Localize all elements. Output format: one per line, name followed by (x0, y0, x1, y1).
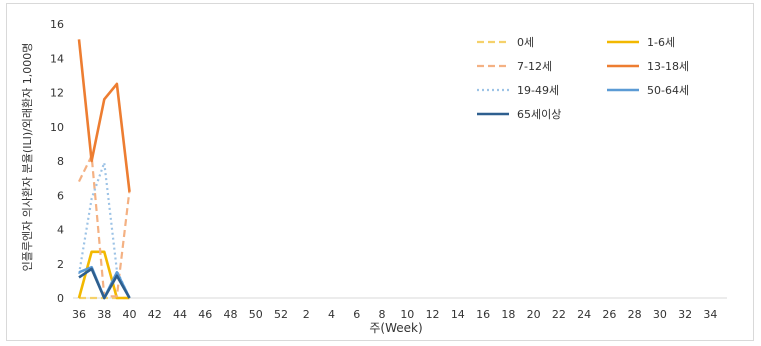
x-tick-label: 20 (527, 308, 541, 321)
x-axis-label: 주(Week) (369, 321, 422, 335)
x-tick-label: 44 (173, 308, 187, 321)
x-tick-label: 8 (379, 308, 386, 321)
y-axis-label-group: 인플루엔자 의사환자 분율(ILI)/외래환자 1,000명 (21, 43, 34, 272)
x-tick-label: 12 (426, 308, 440, 321)
x-axis-ticks: 36 38 40 42 44 46 48 50 52 2 4 6 8 10 12 14 16 18 20 22 24 26… (72, 308, 717, 321)
x-tick-label: 40 (123, 308, 137, 321)
legend-label-2: 7-12세 (517, 60, 552, 73)
x-tick-label: 50 (249, 308, 263, 321)
chart-frame: 인플루엔자 의사환자 분율(ILI)/외래환자 1,000명 0 2 4 6 8 10 12… (6, 3, 754, 341)
series-line-2 (78, 154, 131, 298)
x-tick-label: 46 (198, 308, 212, 321)
y-tick-label: 2 (57, 258, 64, 271)
line-chart: 인플루엔자 의사환자 분율(ILI)/외래환자 1,000명 024681012… (21, 18, 727, 335)
x-tick-label: 48 (224, 308, 238, 321)
legend-label-3: 13-18세 (647, 60, 689, 73)
series-line-1 (77, 250, 130, 300)
y-axis-label: 인플루엔자 의사환자 분율(ILI)/외래환자 1,000명 (21, 43, 34, 272)
y-tick-label: 8 (57, 155, 64, 168)
x-tick-label: 2 (303, 308, 310, 321)
legend-label-5: 50-64세 (647, 84, 689, 97)
x-tick-label: 38 (97, 308, 111, 321)
series-line-3 (77, 39, 131, 192)
x-tick-label: 36 (72, 308, 86, 321)
y-tick-label: 10 (50, 121, 64, 134)
x-tick-label: 32 (678, 308, 692, 321)
x-tick-label: 14 (451, 308, 465, 321)
legend-label-1: 1-6세 (647, 36, 675, 49)
x-tick-label: 22 (552, 308, 566, 321)
y-tick-label: 0 (57, 292, 64, 305)
x-tick-label: 6 (353, 308, 360, 321)
y-tick-label: 14 (50, 52, 64, 65)
y-tick-label: 12 (50, 87, 64, 100)
x-tick-label: 18 (501, 308, 515, 321)
series-line-6 (78, 267, 131, 300)
series-line-4 (77, 161, 131, 299)
y-tick-label: 4 (57, 224, 64, 237)
legend-label-6: 65세이상 (517, 108, 561, 121)
x-tick-label: 52 (274, 308, 288, 321)
x-tick-label: 34 (703, 308, 717, 321)
y-axis-ticks: 0 2 4 6 8 10 12 14 16 (50, 18, 64, 305)
y-tick-label: 6 (57, 189, 64, 202)
x-tick-label: 26 (602, 308, 616, 321)
x-tick-label: 16 (476, 308, 490, 321)
x-tick-label: 28 (628, 308, 642, 321)
legend-label-4: 19-49세 (517, 84, 559, 97)
x-tick-label: 4 (328, 308, 335, 321)
legend-label-0: 0세 (517, 36, 534, 49)
x-tick-label: 42 (148, 308, 162, 321)
y-tick-label: 16 (50, 18, 64, 31)
x-tick-label: 10 (400, 308, 414, 321)
x-tick-label: 30 (653, 308, 667, 321)
legend: 0세 1-6세 7-12세 13-18세 19-49세 50-64세 65세이상 (477, 36, 689, 121)
series-lines (77, 39, 131, 300)
x-tick-label: 24 (577, 308, 591, 321)
